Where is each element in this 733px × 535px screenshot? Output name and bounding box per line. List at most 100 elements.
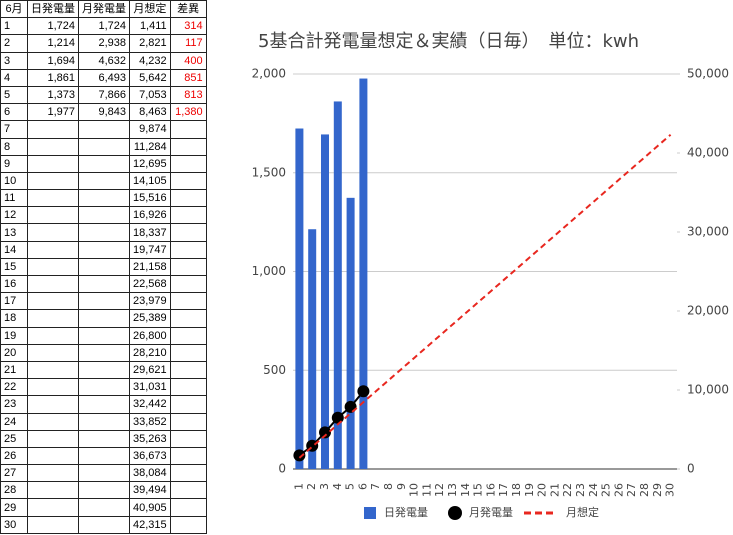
table-cell	[169, 309, 207, 328]
y-tick-label: 1,500	[252, 165, 286, 179]
table-row: 13 18,337	[0, 223, 207, 242]
x-tick-label: 8	[382, 483, 395, 490]
x-tick-label: 26	[612, 483, 625, 497]
table-cell	[27, 446, 79, 466]
table-cell: 117	[169, 34, 207, 53]
table-cell: 6,493	[78, 68, 130, 87]
table-cell	[27, 498, 79, 517]
table-row: 17 23,979	[0, 292, 207, 311]
table-cell	[78, 429, 130, 448]
table-row: 18 25,389	[0, 309, 207, 328]
x-tick-label: 9	[395, 483, 408, 490]
y2-tick-label: 30,000	[687, 225, 729, 239]
table-cell: 38,084	[129, 464, 171, 483]
table-cell: 20	[0, 343, 28, 362]
table-cell: 14	[0, 240, 28, 259]
table-cell: 19,747	[129, 240, 171, 259]
table-cell: 1,861	[27, 68, 79, 87]
point	[357, 385, 370, 398]
table-row: 14 19,747	[0, 240, 207, 259]
table-cell: 31,031	[129, 378, 171, 397]
table-cell	[169, 189, 207, 208]
bar	[359, 78, 368, 469]
x-tick-label: 24	[587, 483, 600, 497]
bar	[333, 101, 342, 469]
table-cell: 39,494	[129, 481, 171, 500]
table-cell	[78, 343, 130, 362]
table-row: 30 42,315	[0, 515, 207, 534]
table-cell: 813	[169, 85, 207, 105]
table-cell: 16,926	[129, 206, 171, 225]
table-cell	[27, 481, 79, 500]
y-tick-label: 1,000	[252, 264, 286, 278]
x-tick-label: 19	[523, 483, 536, 497]
table-cell	[78, 481, 130, 500]
table-cell	[169, 429, 207, 448]
table-row: 24 33,852	[0, 412, 207, 431]
table-cell: 36,673	[129, 446, 171, 466]
y2-tick-label: 0	[687, 462, 695, 476]
table-cell	[169, 171, 207, 191]
table-row: 19 26,800	[0, 326, 207, 345]
table-cell	[78, 378, 130, 397]
table-cell	[169, 360, 207, 380]
bar	[295, 128, 304, 469]
table-cell: 22,568	[129, 274, 171, 294]
y2-tick-label: 10,000	[687, 383, 729, 397]
table-cell	[27, 120, 79, 139]
table-cell: 35,263	[129, 429, 171, 448]
x-tick-label: 22	[561, 483, 574, 497]
legend-label: 月発電量	[469, 505, 513, 519]
chart-title: 5基合計発電量想定＆実績（日毎） 単位：kwh	[258, 31, 639, 52]
table-cell	[27, 429, 79, 448]
table-cell: 23	[0, 395, 28, 414]
table-cell	[78, 360, 130, 380]
table-cell: 9	[0, 154, 28, 173]
table-cell	[27, 395, 79, 414]
y-tick-label: 2,000	[252, 67, 286, 81]
table-cell: 9,874	[129, 120, 171, 139]
table-cell: 29,621	[129, 360, 171, 380]
table-cell: 1,724	[27, 17, 79, 36]
table-cell: 18,337	[129, 223, 171, 242]
x-tick-label: 5	[344, 483, 357, 490]
table-cell: 1,977	[27, 103, 79, 122]
table-cell	[78, 498, 130, 517]
table-cell: 851	[169, 68, 207, 87]
table-cell: 28	[0, 481, 28, 500]
table-cell: 日発電量	[27, 0, 79, 19]
table-cell	[78, 274, 130, 294]
y-tick-label: 0	[278, 462, 286, 476]
table-cell: 月発電量	[78, 0, 130, 19]
table-row: 16 22,568	[0, 274, 207, 294]
table-cell	[78, 446, 130, 466]
table-cell	[169, 481, 207, 500]
table-cell	[78, 412, 130, 431]
table-row: 6月 日発電量 月発電量 月想定 差異	[0, 0, 207, 19]
table-cell	[27, 309, 79, 328]
table-cell: 40,905	[129, 498, 171, 517]
table-cell	[169, 395, 207, 414]
legend-label: 日発電量	[384, 505, 428, 519]
table-cell	[78, 223, 130, 242]
bar	[321, 134, 329, 469]
table-cell: 1,724	[78, 17, 130, 36]
table-cell: 8,463	[129, 103, 171, 122]
table-cell	[27, 154, 79, 173]
table-cell	[169, 343, 207, 362]
table-cell: 18	[0, 309, 28, 328]
y-tick-label: 500	[263, 363, 286, 377]
table-cell	[27, 189, 79, 208]
table-row: 29 40,905	[0, 498, 207, 517]
table-row: 3 1,694 4,632 4,232 400	[0, 51, 207, 70]
table-row: 8 11,284	[0, 137, 207, 156]
table-cell: 314	[169, 17, 207, 36]
table-cell: 22	[0, 378, 28, 397]
table-cell: 3	[0, 51, 28, 70]
x-tick-label: 3	[318, 483, 331, 490]
x-tick-label: 30	[664, 483, 677, 497]
table-cell: 9,843	[78, 103, 130, 122]
table-cell: 1,411	[129, 17, 171, 36]
x-tick-label: 21	[548, 483, 561, 497]
